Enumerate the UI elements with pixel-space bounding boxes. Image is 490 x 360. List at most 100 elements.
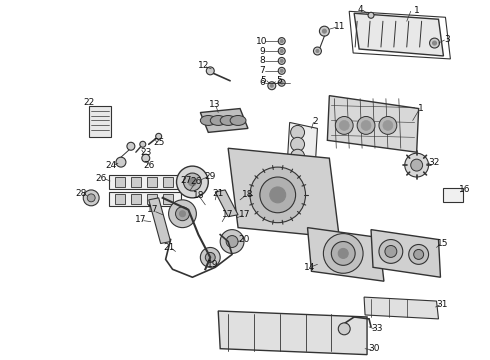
Polygon shape [147,177,157,187]
Circle shape [339,121,349,130]
Text: 12: 12 [197,62,209,71]
Circle shape [116,157,126,167]
Circle shape [270,187,286,203]
Text: 4: 4 [357,5,363,14]
Text: 17: 17 [239,210,251,219]
Circle shape [323,234,363,273]
Circle shape [280,81,283,84]
Polygon shape [218,311,367,355]
Text: 30: 30 [368,344,380,353]
Circle shape [179,211,185,217]
Circle shape [142,154,150,162]
Text: 2: 2 [313,117,318,126]
Polygon shape [115,194,125,204]
Circle shape [430,38,440,48]
Text: 15: 15 [437,239,448,248]
Polygon shape [131,194,141,204]
Text: 26: 26 [191,177,202,186]
Text: 1: 1 [414,6,419,15]
Polygon shape [327,96,418,152]
Bar [89,105,111,137]
Circle shape [200,247,220,267]
Text: 10: 10 [256,37,268,46]
Circle shape [280,40,283,42]
Text: 18: 18 [193,192,204,201]
Polygon shape [228,148,339,238]
Text: 13: 13 [208,100,220,109]
Text: 5: 5 [260,76,266,85]
Circle shape [357,117,375,134]
Polygon shape [163,194,172,204]
Text: 29: 29 [205,171,216,180]
Text: 26: 26 [96,174,107,183]
Text: 22: 22 [84,98,95,107]
Circle shape [414,249,424,260]
Circle shape [338,248,348,258]
Circle shape [409,244,429,264]
Circle shape [383,121,393,130]
Polygon shape [115,177,125,187]
Text: 20: 20 [238,235,250,244]
Text: 17: 17 [222,210,234,219]
Circle shape [361,121,371,130]
Circle shape [270,84,273,87]
Circle shape [322,29,326,33]
Circle shape [411,159,422,171]
Ellipse shape [220,116,236,125]
Circle shape [280,59,283,62]
Text: 7: 7 [259,66,265,75]
Circle shape [183,173,201,191]
Text: 32: 32 [428,158,439,167]
Ellipse shape [230,116,246,125]
Circle shape [316,50,319,53]
Circle shape [156,133,162,139]
Circle shape [140,141,146,147]
Circle shape [331,242,355,265]
Text: 31: 31 [437,300,448,309]
Polygon shape [364,297,439,319]
Circle shape [87,194,95,202]
Text: 19: 19 [206,260,218,269]
Polygon shape [200,109,248,132]
Circle shape [226,235,238,247]
Circle shape [379,117,397,134]
Text: 3: 3 [444,35,450,44]
Circle shape [169,200,196,228]
Circle shape [314,47,321,55]
Text: 11: 11 [334,22,345,31]
Text: 25: 25 [153,138,164,147]
Text: 28: 28 [75,189,87,198]
Polygon shape [354,13,443,56]
Polygon shape [371,230,441,277]
Circle shape [278,58,285,64]
Text: 24: 24 [105,161,117,170]
Bar [109,175,180,189]
Circle shape [335,117,353,134]
Circle shape [250,167,306,223]
Circle shape [368,12,374,18]
Circle shape [205,252,215,262]
Text: 9: 9 [259,46,265,55]
Polygon shape [149,198,171,243]
Circle shape [379,239,403,264]
Polygon shape [163,177,172,187]
Circle shape [189,178,196,186]
Text: 6: 6 [259,78,265,87]
Text: 14: 14 [304,263,315,272]
Circle shape [433,41,437,45]
Circle shape [385,246,397,257]
Text: 21: 21 [163,243,174,252]
Circle shape [278,37,285,45]
Text: 33: 33 [371,324,383,333]
Circle shape [291,149,305,163]
Ellipse shape [200,116,216,125]
Bar [109,192,180,206]
Circle shape [291,125,305,139]
Polygon shape [288,122,318,162]
Circle shape [220,230,244,253]
Circle shape [83,190,99,206]
Circle shape [260,177,295,213]
Text: 21: 21 [213,189,224,198]
Text: 23: 23 [140,148,151,157]
Text: 26: 26 [143,161,154,170]
